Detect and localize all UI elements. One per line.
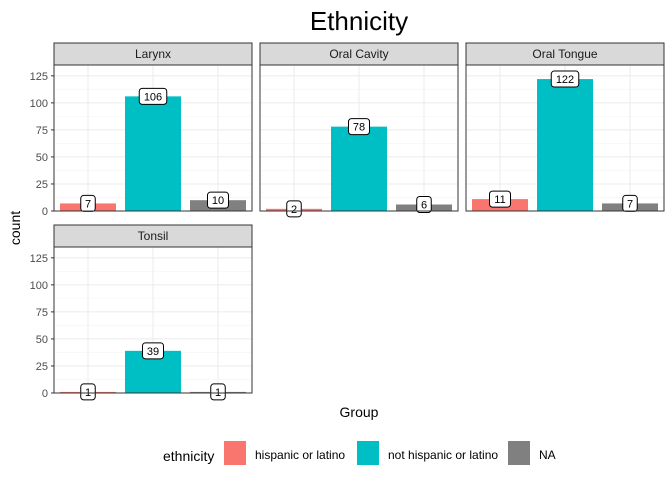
data-label: 122 <box>556 74 574 86</box>
legend-key <box>224 441 246 465</box>
legend-label: not hispanic or latino <box>388 448 498 462</box>
y-tick-label: 0 <box>42 388 48 400</box>
data-label-box <box>210 383 226 401</box>
panel-border <box>465 64 665 212</box>
data-label-box <box>550 70 580 88</box>
data-label-box <box>489 190 511 208</box>
data-label: 106 <box>144 91 162 103</box>
data-label: 7 <box>85 198 91 210</box>
chart-title: Ethnicity <box>310 6 408 36</box>
y-tick-label: 75 <box>36 125 48 137</box>
data-label-box <box>80 383 96 401</box>
facet-strip-label: Oral Cavity <box>329 47 388 61</box>
panel-border <box>259 64 459 212</box>
data-label-box <box>416 196 432 214</box>
y-tick-label: 125 <box>30 253 48 265</box>
data-label: 39 <box>147 346 159 358</box>
y-tick-label: 25 <box>36 361 48 373</box>
facet-strip-label: Tonsil <box>138 229 169 243</box>
panel-border <box>53 64 253 212</box>
data-label-box <box>348 118 370 136</box>
y-tick-label: 50 <box>36 334 48 346</box>
y-axis-title: count <box>7 211 23 245</box>
data-label-box <box>138 87 168 105</box>
facet-strip-label: Oral Tongue <box>532 47 597 61</box>
x-axis-title: Group <box>340 404 379 420</box>
y-tick-label: 75 <box>36 307 48 319</box>
data-label-box <box>142 342 164 360</box>
facet-panel: Oral Cavity 2 78 6 <box>259 42 459 218</box>
legend-title: ethnicity <box>163 448 214 464</box>
y-tick-label: 50 <box>36 152 48 164</box>
y-tick-label: 0 <box>42 206 48 218</box>
bar <box>125 96 181 211</box>
facet-panel: Oral Tongue 11 122 7 <box>465 42 665 212</box>
legend-label: hispanic or latino <box>255 448 345 462</box>
data-label: 78 <box>353 122 365 134</box>
data-label: 10 <box>212 195 224 207</box>
bar <box>331 126 387 211</box>
legend-key <box>508 441 530 465</box>
data-label: 2 <box>291 204 297 216</box>
legend: ethnicity hispanic or latino not hispanic… <box>163 441 556 465</box>
data-label: 6 <box>421 200 427 212</box>
data-label: 7 <box>627 198 633 210</box>
legend-label: NA <box>539 448 556 462</box>
panel-border <box>53 246 253 394</box>
data-label: 11 <box>494 194 505 206</box>
bar <box>537 79 593 211</box>
legend-key <box>357 441 379 465</box>
data-label-box <box>286 200 302 218</box>
y-tick-label: 125 <box>30 71 48 83</box>
data-label-box <box>207 191 229 209</box>
y-tick-label: 100 <box>30 98 48 110</box>
y-tick-label: 25 <box>36 179 48 191</box>
y-tick-label: 100 <box>30 280 48 292</box>
facet-strip-label: Larynx <box>135 47 171 61</box>
